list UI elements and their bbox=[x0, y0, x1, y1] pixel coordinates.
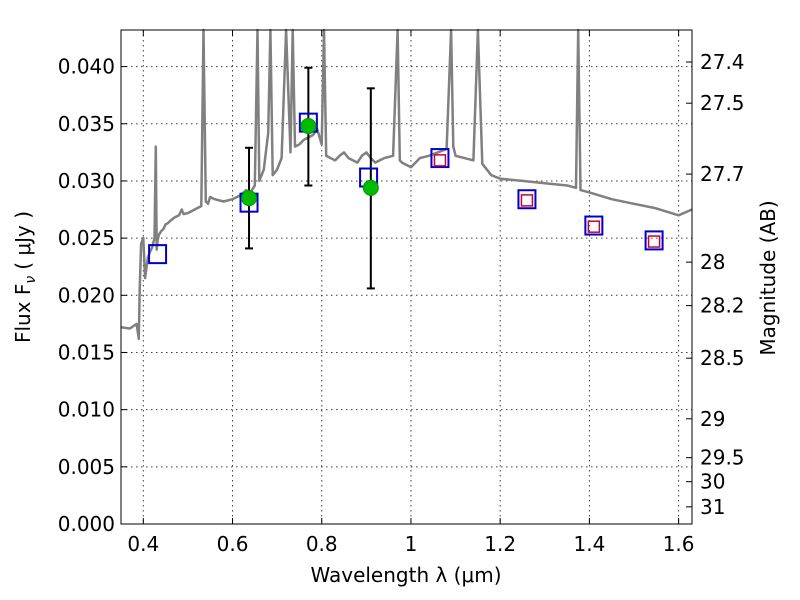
y-tick-label: 0.005 bbox=[58, 455, 115, 479]
y-tick-label: 0.015 bbox=[58, 340, 115, 364]
x-tick-label: 0.8 bbox=[306, 532, 338, 556]
y2-tick-label: 27.4 bbox=[700, 50, 745, 74]
errorbar-series bbox=[245, 66, 375, 290]
y2-tick-label: 30 bbox=[700, 470, 725, 494]
x-tick-label: 1.6 bbox=[663, 532, 695, 556]
y-tick-label: 0.020 bbox=[58, 283, 115, 307]
y2-tick-label: 29.5 bbox=[700, 446, 745, 470]
green-circle-marker bbox=[241, 190, 258, 207]
green-circle-marker bbox=[362, 179, 379, 196]
y2-tick-label: 29 bbox=[700, 407, 725, 431]
y-tick-label: 0.035 bbox=[58, 112, 115, 136]
x-tick-label: 1.2 bbox=[484, 532, 516, 556]
x-tick-label: 1 bbox=[405, 532, 418, 556]
red-square-marker bbox=[520, 194, 534, 207]
blue-square-marker bbox=[644, 230, 664, 251]
y-tick-label: 0.010 bbox=[58, 398, 115, 422]
x-axis-label: Wavelength λ (μm) bbox=[310, 563, 501, 587]
x-tick-label: 1.4 bbox=[573, 532, 605, 556]
blue-square-marker bbox=[584, 215, 604, 236]
blue-square-marker bbox=[430, 148, 450, 169]
blue-square-marker bbox=[148, 244, 168, 265]
x-tick-label: 0.4 bbox=[127, 532, 159, 556]
plot-frame bbox=[120, 29, 693, 525]
svg-text:Flux Fν( μJy ): Flux Fν ( μJy ) bbox=[11, 211, 39, 343]
y2-tick-label: 28 bbox=[700, 250, 725, 274]
y-axis-label-sub: ν bbox=[23, 276, 39, 284]
marker-series bbox=[148, 112, 664, 265]
y-axis-ticks: 0.000 0.005 0.010 0.015 0.020 0.025 0.030 0.035… bbox=[58, 55, 127, 536]
y-axis-label-unit: ( μJy ) bbox=[11, 211, 35, 270]
y2-tick-label: 27.7 bbox=[700, 162, 745, 186]
spectrum-line bbox=[120, 28, 693, 341]
y2-tick-label: 27.5 bbox=[700, 91, 745, 115]
y2-tick-label: 31 bbox=[700, 495, 725, 519]
y-axis-label: Flux Fν ( μJy ) bbox=[11, 211, 39, 343]
grid-lines bbox=[121, 30, 692, 525]
x-axis-ticks: 0.4 0.6 0.8 1 1.2 1.4 1.6 bbox=[127, 30, 695, 556]
blue-square-marker bbox=[517, 189, 537, 210]
y-tick-label: 0.025 bbox=[58, 226, 115, 250]
red-square-marker bbox=[433, 154, 447, 167]
y2-tick-label: 28.5 bbox=[700, 346, 745, 370]
green-circle-marker bbox=[300, 118, 317, 135]
red-square-marker bbox=[587, 220, 601, 233]
y2-tick-label: 28.2 bbox=[700, 294, 745, 318]
x-tick-label: 0.6 bbox=[217, 532, 249, 556]
y-tick-label: 0.000 bbox=[58, 512, 115, 536]
spectrum-series bbox=[120, 28, 693, 341]
y2-axis-label: Magnitude (AB) bbox=[756, 200, 780, 355]
y-axis-label-main: Flux F bbox=[11, 284, 35, 343]
y-tick-label: 0.030 bbox=[58, 169, 115, 193]
y-tick-label: 0.040 bbox=[58, 55, 115, 79]
red-square-marker bbox=[647, 235, 661, 248]
